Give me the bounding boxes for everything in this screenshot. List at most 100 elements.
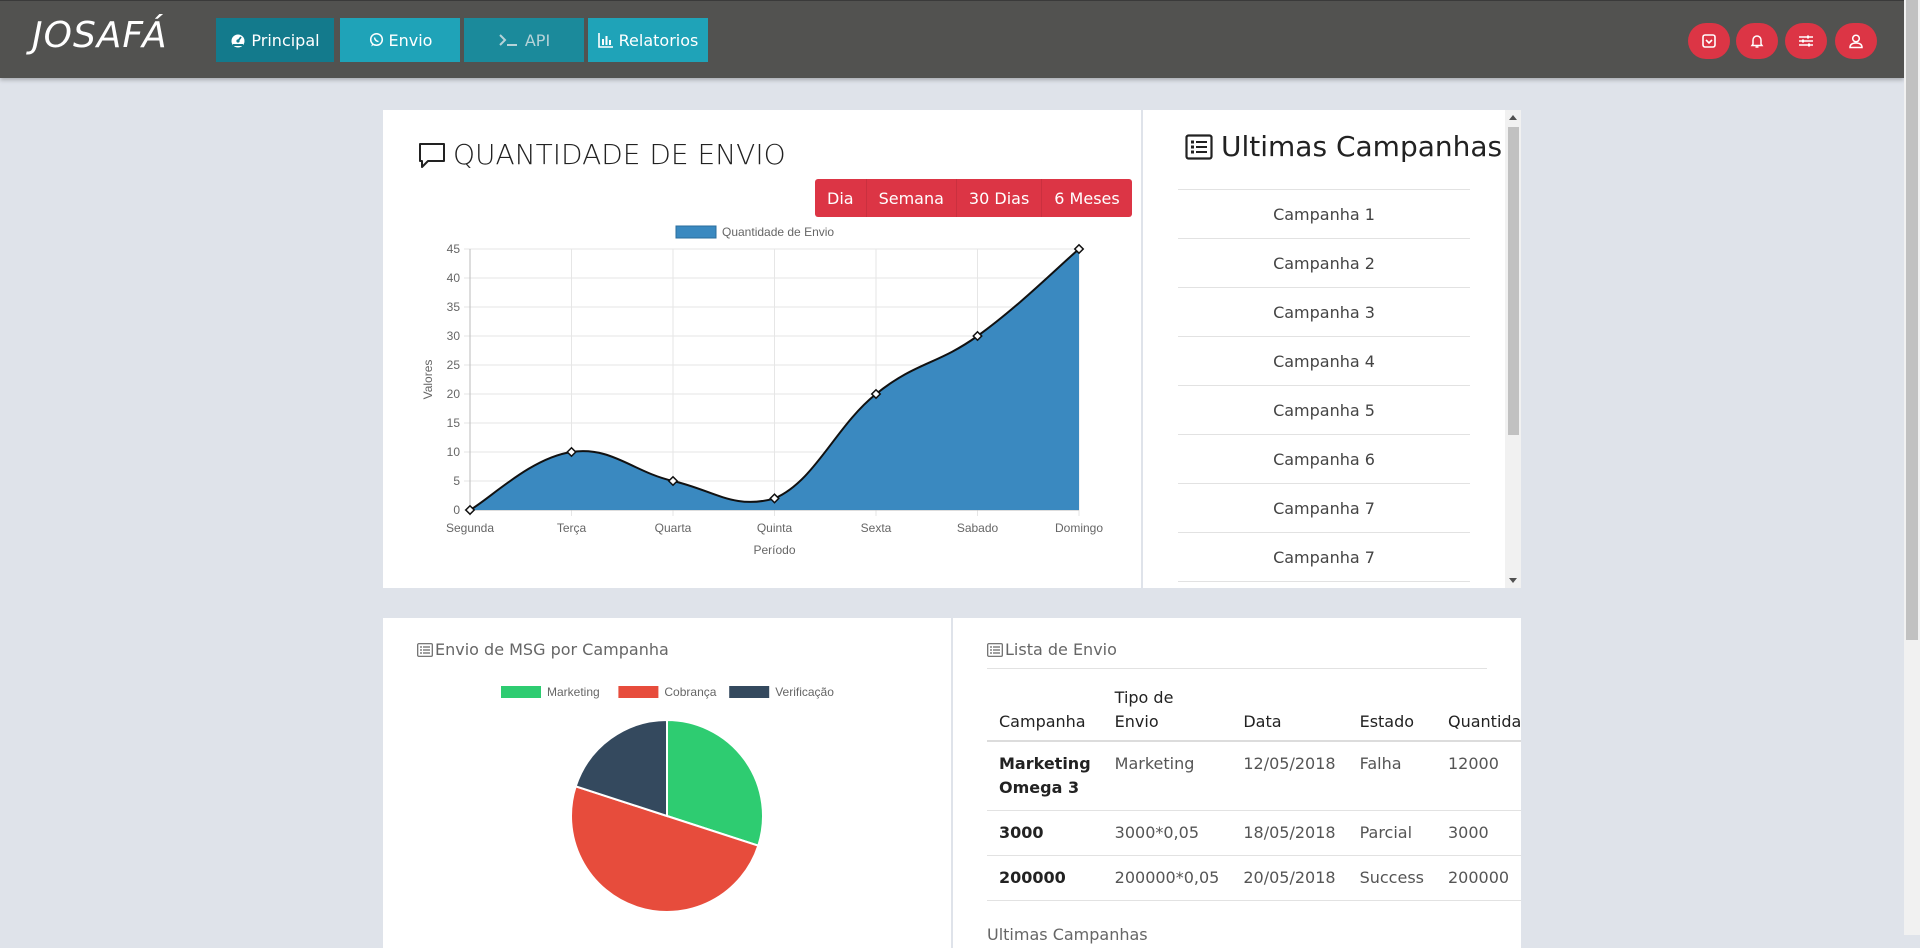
envio-msg-campanha-title-text: Envio de MSG por Campanha <box>435 640 669 659</box>
cell-campanha: 3000 <box>987 810 1103 856</box>
table-row[interactable]: 3000 3000*0,05 18/05/2018 Parcial 3000 <box>987 810 1521 856</box>
data-point <box>464 504 476 516</box>
table-row[interactable]: Marketing Omega 3 Marketing 12/05/2018 F… <box>987 741 1521 811</box>
period-semana-button[interactable]: Semana <box>865 179 956 217</box>
cell-estado: Success <box>1347 855 1436 901</box>
cell-estado: Falha <box>1347 741 1436 811</box>
cell-data: 12/05/2018 <box>1231 741 1348 811</box>
col-data[interactable]: Data <box>1231 680 1348 742</box>
list-icon <box>987 642 1003 657</box>
col-quantidade[interactable]: Quantidade <box>1435 680 1521 742</box>
nav-api-button[interactable]: API <box>464 18 584 62</box>
period-6meses-button[interactable]: 6 Meses <box>1041 179 1131 217</box>
notifications-button[interactable] <box>1736 23 1778 59</box>
legend-swatch <box>501 686 541 698</box>
table-row[interactable]: 200000 200000*0,05 20/05/2018 Success 20… <box>987 855 1521 901</box>
x-tick-label: Quarta <box>655 521 692 535</box>
user-icon <box>1849 34 1863 49</box>
campaign-item[interactable]: Campanha 7 <box>1178 533 1470 582</box>
cell-tipo: Marketing <box>1102 741 1232 811</box>
top-navbar: JOSAFÁ Principal Envio API Relatorios <box>0 0 1904 78</box>
period-selector: Dia Semana 30 Dias 6 Meses <box>815 179 1132 217</box>
comment-icon <box>419 142 445 168</box>
x-tick-label: Domingo <box>1055 521 1103 535</box>
cell-tipo: 200000*0,05 <box>1102 855 1232 901</box>
envio-table: Campanha Tipo de Envio Data Estado Quant… <box>987 680 1521 901</box>
cell-quantidade: 200000 <box>1435 855 1521 901</box>
pie-slice <box>574 718 668 818</box>
scroll-down-arrow-icon[interactable] <box>1509 578 1517 583</box>
user-button[interactable] <box>1835 23 1877 59</box>
period-dia-button[interactable]: Dia <box>827 188 854 208</box>
bell-icon <box>1750 35 1764 48</box>
y-tick-label: 20 <box>447 387 461 401</box>
scrollbar-thumb[interactable] <box>1508 127 1519 435</box>
campaign-item[interactable]: Campanha 7 <box>1178 484 1470 533</box>
data-point <box>972 330 983 342</box>
data-point <box>566 446 577 458</box>
cell-data: 20/05/2018 <box>1231 855 1348 901</box>
envio-msg-campanha-card: Envio de MSG por Campanha Marketing Cobra… <box>383 618 951 948</box>
campaign-item[interactable]: Campanha 6 <box>1178 435 1470 484</box>
y-tick-label: 45 <box>447 242 461 256</box>
ultimas-campanhas-card: Ultimas Campanhas Campanha 1 Campanha 2 … <box>1143 110 1521 588</box>
y-tick-label: 10 <box>447 445 461 459</box>
whatsapp-icon <box>369 32 383 47</box>
x-axis-title: Período <box>753 543 795 557</box>
cell-campanha: 200000 <box>987 855 1103 901</box>
nav-principal-button[interactable]: Principal <box>216 18 334 62</box>
col-campanha[interactable]: Campanha <box>987 680 1103 742</box>
list-icon <box>1185 133 1213 160</box>
col-estado[interactable]: Estado <box>1347 680 1436 742</box>
nav-envio-label: Envio <box>388 30 433 50</box>
page-scrollbar-thumb[interactable] <box>1906 0 1918 640</box>
cell-tipo: 3000*0,05 <box>1102 810 1232 856</box>
campaign-list-scrollbar[interactable] <box>1505 110 1521 588</box>
quantidade-envio-title-text: QUANTIDADE DE ENVIO <box>453 138 786 171</box>
lista-envio-card: Lista de Envio Campanha Tipo de Envio Da… <box>953 618 1521 948</box>
y-tick-label: 5 <box>453 474 460 488</box>
scroll-up-arrow-icon[interactable] <box>1509 115 1517 120</box>
legend-label: Marketing <box>547 685 600 699</box>
data-point <box>769 493 780 504</box>
campaign-item[interactable]: Campanha 3 <box>1178 288 1470 337</box>
list-icon <box>417 642 433 657</box>
divider <box>987 668 1487 669</box>
nav-relatorios-button[interactable]: Relatorios <box>588 18 708 62</box>
data-point <box>870 388 882 400</box>
campaign-item[interactable]: Campanha 4 <box>1178 337 1470 386</box>
nav-principal-label: Principal <box>251 30 320 50</box>
cell-data: 18/05/2018 <box>1231 810 1348 856</box>
pie-chart: Marketing Cobrança Verificação <box>501 685 834 913</box>
y-axis-title: Valores <box>421 360 435 400</box>
campaign-item[interactable]: Campanha 2 <box>1178 239 1470 288</box>
cell-quantidade: 3000 <box>1435 810 1521 856</box>
page-scrollbar[interactable] <box>1904 0 1920 935</box>
y-tick-label: 30 <box>447 329 461 343</box>
legend-swatch <box>618 686 659 698</box>
settings-button[interactable] <box>1785 23 1827 59</box>
nav-api-label: API <box>524 30 551 50</box>
bar-chart-icon <box>597 33 613 48</box>
col-tipo[interactable]: Tipo de Envio <box>1102 680 1232 742</box>
archive-button[interactable] <box>1688 23 1730 59</box>
cell-campanha: Marketing Omega 3 <box>987 741 1103 811</box>
cell-quantidade: 12000 <box>1435 741 1521 811</box>
campaign-item[interactable]: Campanha 1 <box>1178 190 1470 239</box>
nav-relatorios-label: Relatorios <box>618 30 699 50</box>
ultimas-campanhas-title-text: Ultimas Campanhas <box>1221 130 1503 163</box>
pie-slice <box>570 785 760 913</box>
archive-icon <box>1702 34 1716 48</box>
period-30dias-button[interactable]: 30 Dias <box>955 179 1041 217</box>
nav-envio-button[interactable]: Envio <box>340 18 460 62</box>
legend-label: Cobrança <box>664 685 716 699</box>
campaign-list: Campanha 1 Campanha 2 Campanha 3 Campanh… <box>1178 189 1470 582</box>
pie-slice <box>666 718 764 847</box>
campaign-item[interactable]: Campanha 5 <box>1178 386 1470 435</box>
lista-envio-title-text: Lista de Envio <box>1005 640 1117 659</box>
data-point <box>1073 243 1085 255</box>
y-tick-label: 40 <box>447 271 461 285</box>
brand-logo[interactable]: JOSAFÁ <box>32 15 168 56</box>
quantidade-envio-card: QUANTIDADE DE ENVIO Dia Semana 30 Dias 6… <box>383 110 1141 588</box>
dashboard-icon <box>231 34 245 48</box>
